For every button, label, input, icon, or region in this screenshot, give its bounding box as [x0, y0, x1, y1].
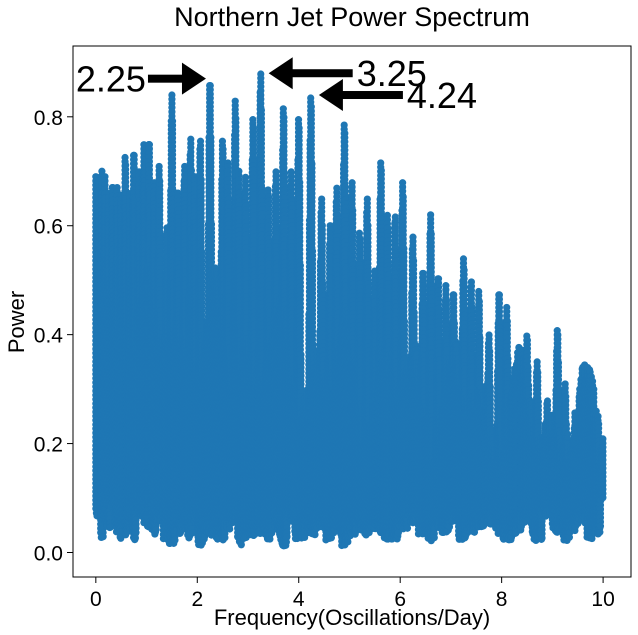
scatter-point	[100, 533, 107, 540]
chart-title: Northern Jet Power Spectrum	[174, 2, 530, 32]
scatter-points	[92, 70, 606, 549]
